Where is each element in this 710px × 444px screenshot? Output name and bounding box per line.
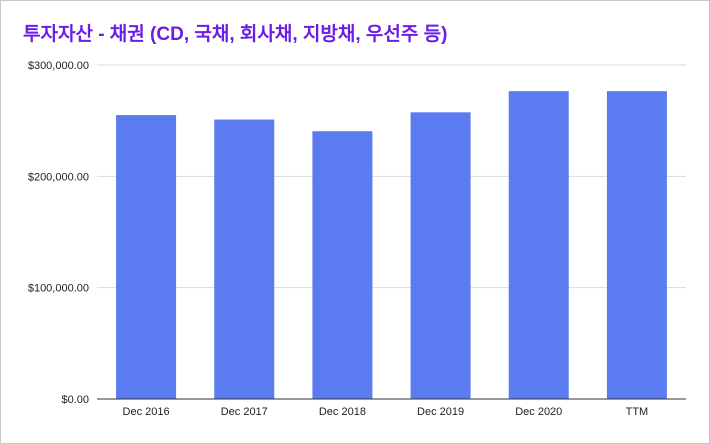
x-tick-label: Dec 2019 [417,406,464,418]
bar [606,91,667,399]
y-tick-label: $200,000.00 [28,171,89,183]
chart-title: 투자자산 - 채권 (CD, 국채, 회사채, 지방채, 우선주 등) [23,24,448,45]
x-tick-label: Dec 2017 [221,406,268,418]
x-tick-label: Dec 2016 [123,406,170,418]
bar [214,119,275,399]
x-tick-label: Dec 2018 [319,406,366,418]
y-tick-label: $0.00 [61,394,89,406]
y-tick-label: $300,000.00 [28,60,89,72]
bar [410,112,471,400]
y-tick-label: $100,000.00 [28,283,89,295]
bar [116,115,177,399]
bar [508,91,569,399]
bar [312,131,373,399]
x-tick-label: Dec 2020 [515,406,562,418]
x-tick-label: TTM [626,406,649,418]
